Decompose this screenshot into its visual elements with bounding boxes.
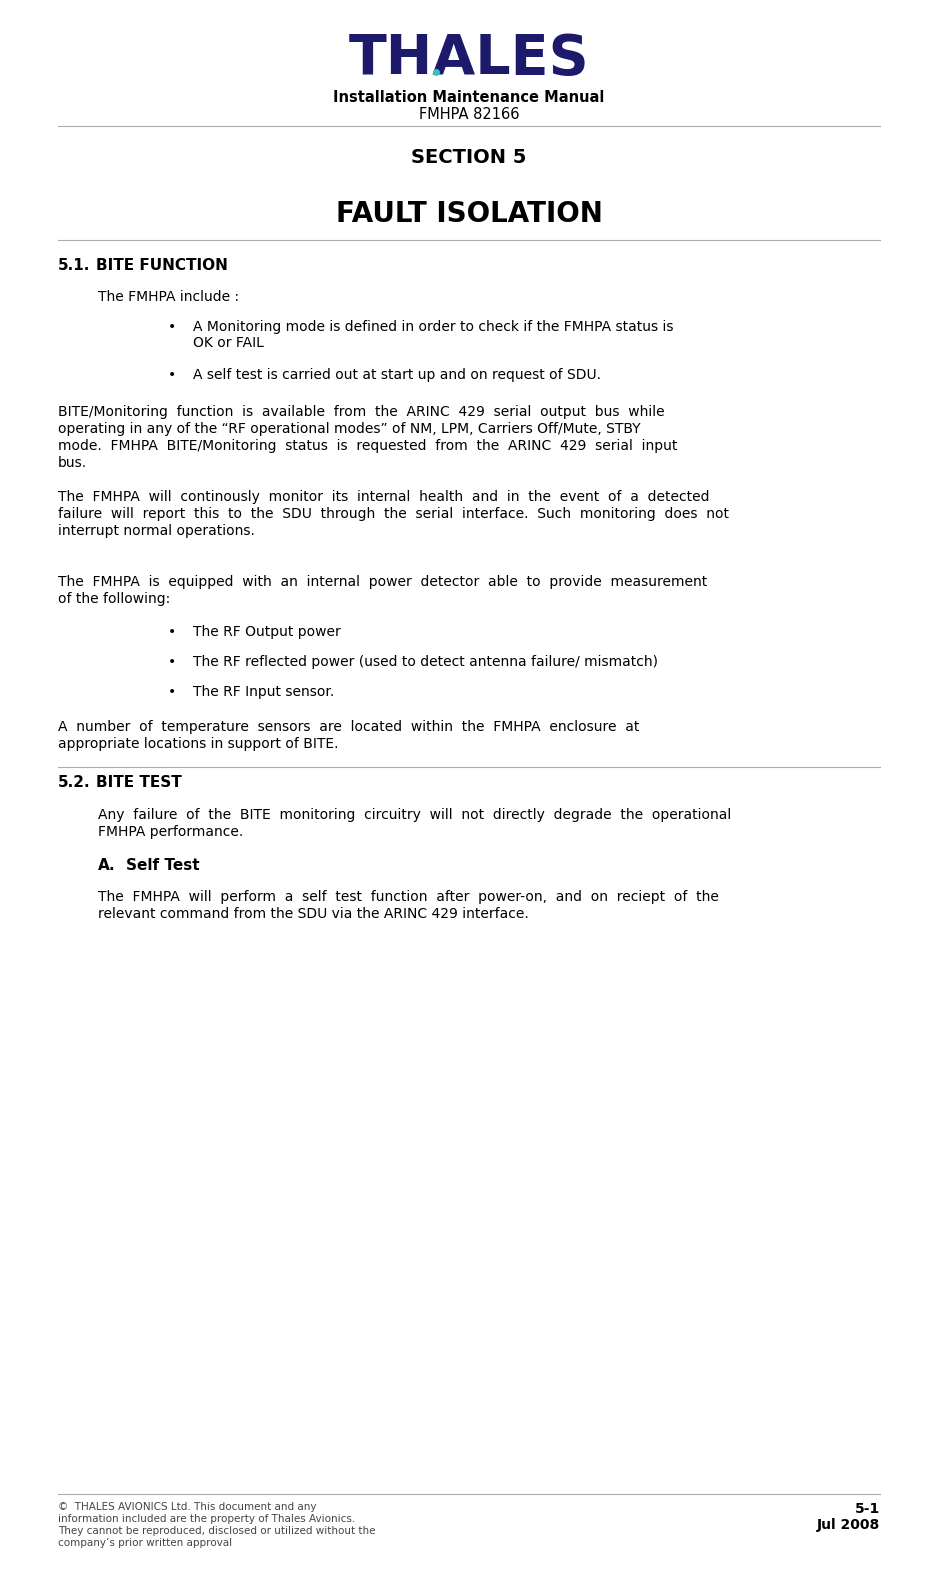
Text: •: • bbox=[168, 655, 176, 669]
Text: Any  failure  of  the  BITE  monitoring  circuitry  will  not  directly  degrade: Any failure of the BITE monitoring circu… bbox=[98, 807, 732, 822]
Text: THALES: THALES bbox=[349, 32, 589, 86]
Text: BITE FUNCTION: BITE FUNCTION bbox=[96, 257, 228, 273]
Text: A Monitoring mode is defined in order to check if the FMHPA status is: A Monitoring mode is defined in order to… bbox=[193, 319, 673, 334]
Text: interrupt normal operations.: interrupt normal operations. bbox=[58, 524, 255, 539]
Text: of the following:: of the following: bbox=[58, 593, 171, 605]
Text: bus.: bus. bbox=[58, 456, 87, 470]
Text: 5-1: 5-1 bbox=[855, 1502, 880, 1516]
Text: A  number  of  temperature  sensors  are  located  within  the  FMHPA  enclosure: A number of temperature sensors are loca… bbox=[58, 720, 640, 734]
Text: •: • bbox=[168, 685, 176, 699]
Text: 5.1.: 5.1. bbox=[58, 257, 90, 273]
Text: The FMHPA include :: The FMHPA include : bbox=[98, 291, 239, 303]
Text: mode.  FMHPA  BITE/Monitoring  status  is  requested  from  the  ARINC  429  ser: mode. FMHPA BITE/Monitoring status is re… bbox=[58, 439, 677, 453]
Text: company’s prior written approval: company’s prior written approval bbox=[58, 1538, 232, 1548]
Text: FMHPA performance.: FMHPA performance. bbox=[98, 825, 243, 839]
Text: The RF reflected power (used to detect antenna failure/ mismatch): The RF reflected power (used to detect a… bbox=[193, 655, 658, 669]
Text: The  FMHPA  will  perform  a  self  test  function  after  power-on,  and  on  r: The FMHPA will perform a self test funct… bbox=[98, 890, 719, 904]
Text: A.: A. bbox=[98, 858, 115, 872]
Text: The RF Output power: The RF Output power bbox=[193, 624, 340, 639]
Text: A self test is carried out at start up and on request of SDU.: A self test is carried out at start up a… bbox=[193, 369, 601, 381]
Text: OK or FAIL: OK or FAIL bbox=[193, 335, 264, 350]
Text: •: • bbox=[168, 624, 176, 639]
Text: operating in any of the “RF operational modes” of NM, LPM, Carriers Off/Mute, ST: operating in any of the “RF operational … bbox=[58, 423, 641, 435]
Text: They cannot be reproduced, disclosed or utilized without the: They cannot be reproduced, disclosed or … bbox=[58, 1525, 375, 1537]
Text: information included are the property of Thales Avionics.: information included are the property of… bbox=[58, 1514, 356, 1524]
Text: SECTION 5: SECTION 5 bbox=[411, 148, 527, 167]
Text: Installation Maintenance Manual: Installation Maintenance Manual bbox=[333, 91, 605, 105]
Text: relevant command from the SDU via the ARINC 429 interface.: relevant command from the SDU via the AR… bbox=[98, 907, 529, 922]
Text: The RF Input sensor.: The RF Input sensor. bbox=[193, 685, 334, 699]
Text: 5.2.: 5.2. bbox=[58, 775, 91, 790]
Text: FAULT ISOLATION: FAULT ISOLATION bbox=[336, 200, 602, 227]
Text: •: • bbox=[168, 369, 176, 381]
Text: •: • bbox=[168, 319, 176, 334]
Text: The  FMHPA  is  equipped  with  an  internal  power  detector  able  to  provide: The FMHPA is equipped with an internal p… bbox=[58, 575, 707, 590]
Text: BITE/Monitoring  function  is  available  from  the  ARINC  429  serial  output : BITE/Monitoring function is available fr… bbox=[58, 405, 665, 419]
Text: The  FMHPA  will  continously  monitor  its  internal  health  and  in  the  eve: The FMHPA will continously monitor its i… bbox=[58, 489, 709, 504]
Text: appropriate locations in support of BITE.: appropriate locations in support of BITE… bbox=[58, 737, 339, 752]
Text: Self Test: Self Test bbox=[126, 858, 200, 872]
Text: FMHPA 82166: FMHPA 82166 bbox=[418, 106, 520, 122]
Text: ©  THALES AVIONICS Ltd. This document and any: © THALES AVIONICS Ltd. This document and… bbox=[58, 1502, 316, 1513]
Text: BITE TEST: BITE TEST bbox=[96, 775, 182, 790]
Text: failure  will  report  this  to  the  SDU  through  the  serial  interface.  Suc: failure will report this to the SDU thro… bbox=[58, 507, 729, 521]
Text: Jul 2008: Jul 2008 bbox=[817, 1517, 880, 1532]
